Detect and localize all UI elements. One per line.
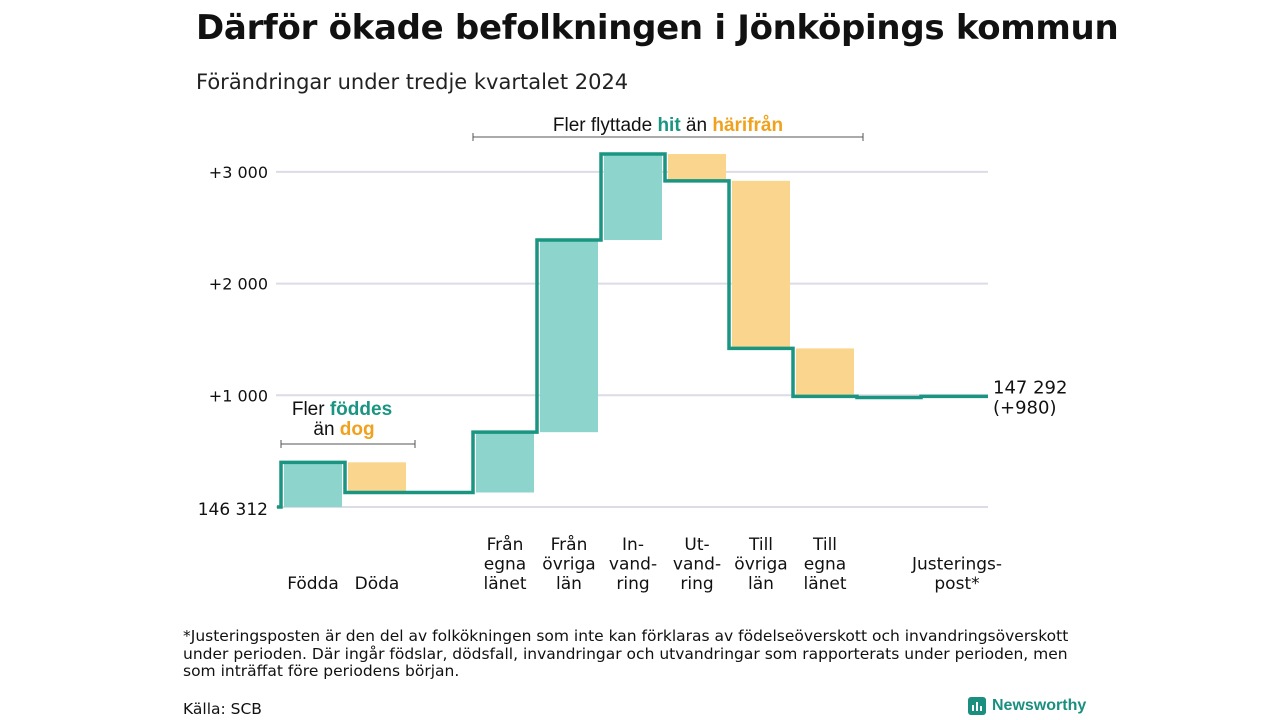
bars — [284, 154, 854, 507]
x-category-label: egna — [804, 555, 846, 575]
x-category-labels: Födda DödaFrånegnalänetFrånövrigalänIn-va… — [287, 534, 1002, 594]
births-annotation-line1: Fler föddes — [292, 399, 392, 420]
waterfall-chart: +1 000+2 000+3 000 Födda DödaFrånegnaläne… — [198, 115, 1068, 594]
end-value-label: (+980) — [993, 397, 1056, 418]
y-tick-labels: +1 000 +2 000 +3 000 — [209, 163, 268, 405]
x-category-label: Döda — [355, 574, 400, 594]
chart-title: Därför ökade befolkningen i Jönköpings k… — [196, 8, 1119, 48]
decrease-bar — [348, 462, 406, 493]
x-category-label: ring — [616, 574, 649, 594]
footnote: *Justeringsposten är den del av folkökni… — [183, 627, 1069, 680]
annotation-foddes: föddes — [330, 399, 392, 420]
brand-logo: Newsworthy — [968, 697, 1086, 715]
end-value-label: 147 292 — [993, 377, 1067, 398]
newsworthy-logo-icon — [968, 697, 986, 715]
y-tick-label: +2 000 — [209, 275, 268, 294]
x-category-label: Justerings- — [911, 555, 1002, 575]
increase-bar — [284, 462, 342, 507]
births-annotation-line2: än dog — [313, 419, 374, 440]
start-value-label: 146 312 — [198, 500, 268, 520]
x-category-label: post* — [934, 574, 979, 594]
annotation-dog: dog — [340, 419, 375, 440]
x-category-label: Till — [812, 535, 837, 555]
x-category-label: Till — [748, 535, 773, 555]
y-tick-label: +3 000 — [209, 163, 268, 182]
migration-annotation: Fler flyttade hit än härifrån — [553, 115, 783, 136]
x-category-label: län — [556, 574, 582, 594]
source-label: Källa: SCB — [183, 700, 262, 718]
annotation-hit: hit — [657, 115, 681, 136]
x-category-label: Födda — [287, 574, 339, 594]
cumulative-line — [277, 152, 988, 509]
x-category-label: övriga — [542, 555, 595, 575]
x-category-label: Från — [551, 534, 588, 555]
x-category-label: egna — [484, 555, 526, 575]
decrease-bar — [796, 348, 854, 397]
brand-name: Newsworthy — [992, 697, 1087, 714]
increase-bar — [540, 240, 598, 433]
x-category-label: län — [748, 574, 774, 594]
y-tick-label: +1 000 — [209, 386, 268, 405]
x-category-label: Ut- — [684, 535, 709, 555]
x-category-label: länet — [483, 574, 526, 594]
x-category-label: länet — [803, 574, 846, 594]
start-end-labels: 146 312 147 292(+980) — [198, 377, 1068, 520]
increase-bar — [476, 432, 534, 493]
chart-subtitle: Förändringar under tredje kvartalet 2024 — [196, 70, 629, 94]
x-category-label: ring — [680, 574, 713, 594]
x-category-label: Från — [487, 534, 524, 555]
x-category-label: vand- — [673, 555, 721, 575]
decrease-bar — [732, 180, 790, 349]
x-category-label: vand- — [609, 555, 657, 575]
increase-bar — [604, 154, 662, 241]
x-category-label: övriga — [734, 555, 787, 575]
annotation-harifran: härifrån — [712, 115, 783, 136]
decrease-bar — [668, 154, 726, 181]
x-category-label: In- — [622, 535, 644, 555]
